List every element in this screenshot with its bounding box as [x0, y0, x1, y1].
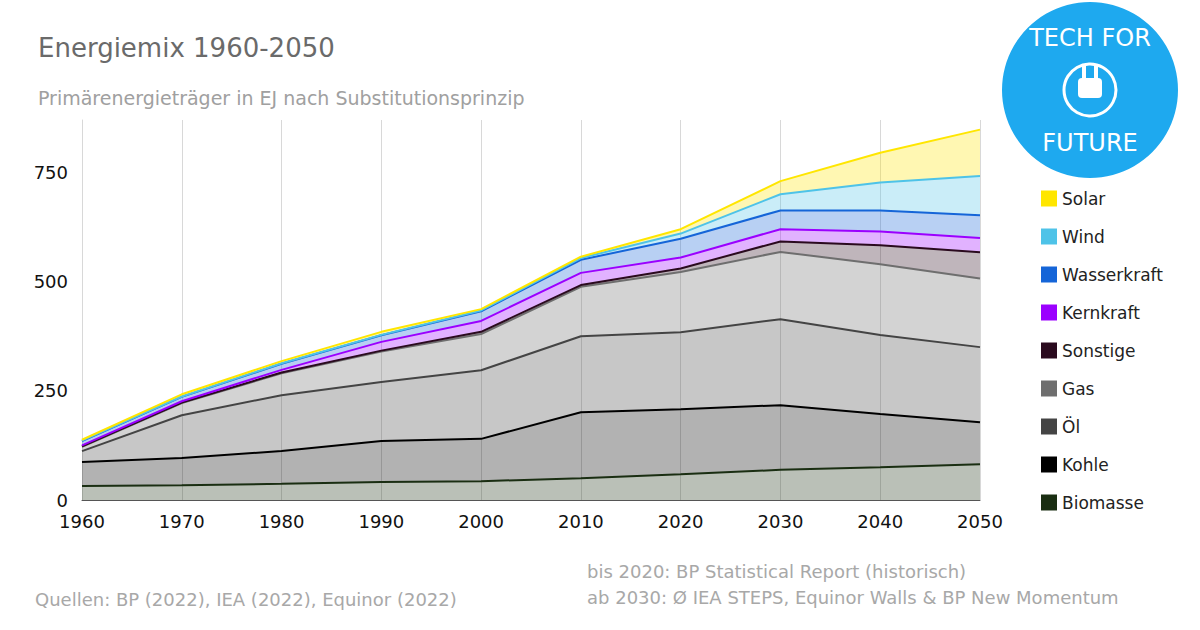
- svg-text:2010: 2010: [558, 511, 604, 532]
- svg-text:Gas: Gas: [1062, 379, 1095, 399]
- svg-text:1960: 1960: [59, 511, 105, 532]
- svg-text:Kernkraft: Kernkraft: [1062, 303, 1140, 323]
- svg-text:2030: 2030: [758, 511, 804, 532]
- svg-text:1980: 1980: [259, 511, 305, 532]
- svg-text:500: 500: [34, 271, 68, 292]
- svg-text:2050: 2050: [957, 511, 1003, 532]
- svg-text:1970: 1970: [159, 511, 205, 532]
- svg-text:bis 2020: BP Statistical Repor: bis 2020: BP Statistical Report (histori…: [587, 561, 966, 582]
- svg-text:TECH FOR: TECH FOR: [1028, 24, 1151, 52]
- svg-text:Wind: Wind: [1062, 227, 1105, 247]
- svg-text:Energiemix 1960-2050: Energiemix 1960-2050: [38, 33, 335, 63]
- svg-text:0: 0: [57, 490, 68, 511]
- svg-text:Primärenergieträger in EJ nach: Primärenergieträger in EJ nach Substitut…: [38, 87, 525, 109]
- svg-text:250: 250: [34, 380, 68, 401]
- svg-text:Solar: Solar: [1062, 189, 1105, 209]
- svg-text:Biomasse: Biomasse: [1062, 493, 1144, 513]
- svg-text:Wasserkraft: Wasserkraft: [1062, 265, 1163, 285]
- svg-text:FUTURE: FUTURE: [1042, 129, 1137, 157]
- svg-text:Kohle: Kohle: [1062, 455, 1109, 475]
- svg-text:Quellen: BP (2022), IEA (2022): Quellen: BP (2022), IEA (2022), Equinor …: [35, 589, 457, 610]
- svg-text:2040: 2040: [857, 511, 903, 532]
- svg-text:ab 2030: Ø IEA STEPS, Equinor: ab 2030: Ø IEA STEPS, Equinor Walls & BP…: [587, 587, 1119, 608]
- svg-text:Öl: Öl: [1062, 416, 1080, 437]
- svg-text:2000: 2000: [458, 511, 504, 532]
- svg-text:Sonstige: Sonstige: [1062, 341, 1135, 361]
- svg-text:2020: 2020: [658, 511, 704, 532]
- svg-text:1990: 1990: [358, 511, 404, 532]
- svg-text:750: 750: [34, 162, 68, 183]
